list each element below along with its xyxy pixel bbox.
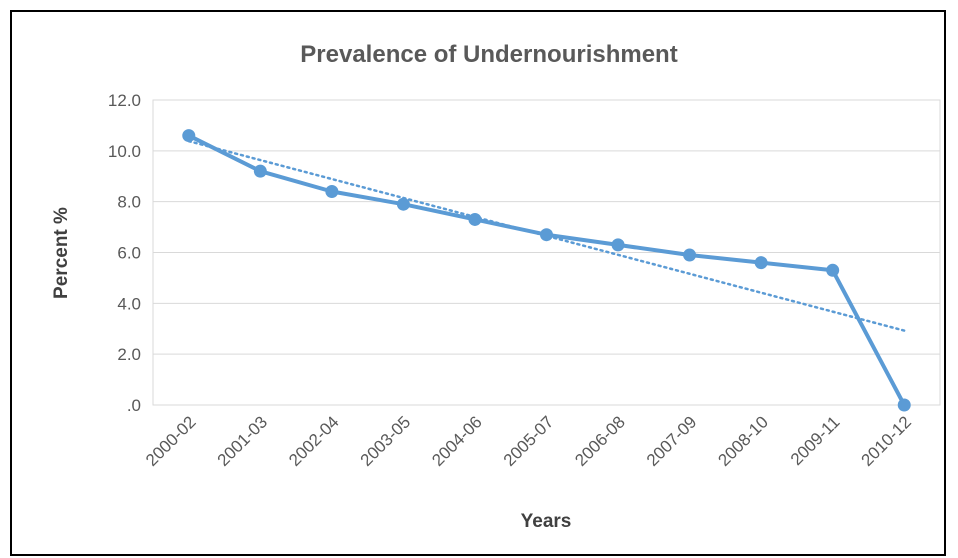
data-point [540,228,553,241]
y-tick-label: 2.0 [117,345,141,364]
y-axis-title: Percent % [51,207,72,299]
data-point [325,185,338,198]
x-tick-label: 2004-06 [428,412,486,470]
data-point [683,249,696,262]
x-tick-label: 2001-03 [214,412,272,470]
data-point [612,238,625,251]
x-tick-label: 2006-08 [571,412,629,470]
data-point [254,165,267,178]
chart-title: Prevalence of Undernourishment [300,41,677,68]
x-tick-label: 2007-09 [643,412,701,470]
data-point [397,198,410,211]
x-tick-label: 2005-07 [500,412,558,470]
y-tick-label: 6.0 [117,244,141,263]
data-point [755,256,768,269]
x-tick-label: 2008-10 [714,412,772,470]
series-line [189,136,904,405]
data-point [468,213,481,226]
gridlines [153,100,940,405]
y-tick-label: .0 [127,396,141,415]
series-layer [182,129,910,411]
x-tick-label: 2009-11 [787,412,844,469]
data-point [182,129,195,142]
x-axis-ticks: 2000-02 2001-03 2002-04 2003-05 2004-06 2005-… [142,412,915,470]
x-tick-label: 2010-12 [858,412,916,470]
y-tick-label: 12.0 [108,91,141,110]
y-tick-label: 4.0 [117,294,141,313]
data-point [826,264,839,277]
x-axis-title: Years [521,511,572,532]
y-axis-ticks: .0 2.0 4.0 6.0 8.0 10.0 12.0 [108,91,141,415]
y-tick-label: 10.0 [108,142,141,161]
data-point [898,399,911,412]
x-tick-label: 2003-05 [357,412,415,470]
x-tick-label: 2000-02 [142,412,200,470]
x-tick-label: 2002-04 [285,412,343,470]
y-tick-label: 8.0 [117,193,141,212]
